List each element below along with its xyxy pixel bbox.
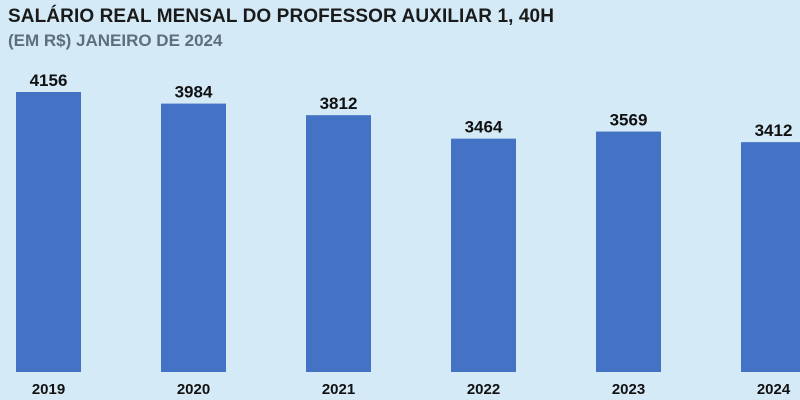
bar-2023 (596, 131, 661, 372)
chart-subtitle: (EM R$) JANEIRO DE 2024 (8, 31, 223, 50)
chart-title: SALÁRIO REAL MENSAL DO PROFESSOR AUXILIA… (8, 6, 555, 27)
x-tick-label-2022: 2022 (467, 381, 500, 398)
bar-2021 (306, 115, 371, 373)
bar-2019 (16, 92, 81, 372)
bar-2022 (451, 138, 516, 372)
x-tick-label-2020: 2020 (177, 381, 210, 398)
x-tick-label-2024: 2024 (757, 381, 791, 398)
bar-2020 (161, 103, 226, 372)
x-tick-label-2019: 2019 (32, 381, 65, 398)
value-label-2023: 3569 (610, 111, 648, 130)
value-label-2019: 4156 (30, 71, 68, 90)
x-tick-label-2021: 2021 (322, 381, 355, 398)
bar-2024 (741, 142, 800, 372)
x-tick-label-2023: 2023 (612, 381, 645, 398)
value-label-2021: 3812 (320, 94, 358, 113)
value-label-2024: 3412 (755, 121, 793, 140)
value-label-2020: 3984 (175, 83, 213, 102)
value-label-2022: 3464 (465, 118, 503, 137)
